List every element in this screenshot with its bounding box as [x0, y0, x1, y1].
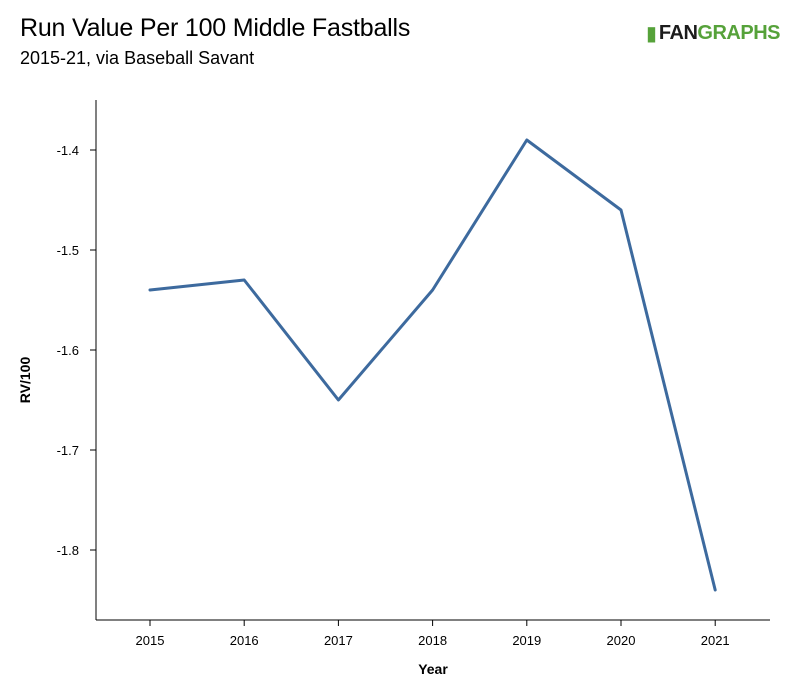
y-axis-ticks: -1.4 -1.5 -1.6 -1.7 -1.8: [57, 143, 96, 558]
logo-text-graphs: GRAPHS: [697, 21, 780, 44]
x-axis-ticks: 2015 2016 2017 2018 2019 2020 2021: [136, 620, 730, 648]
y-tick-label: -1.7: [57, 443, 79, 458]
y-tick-label: -1.4: [57, 143, 79, 158]
y-tick-label: -1.6: [57, 343, 79, 358]
logo-text-fan: FAN: [658, 21, 698, 44]
chart-title: Run Value Per 100 Middle Fastballs: [20, 14, 411, 42]
fangraphs-logo: ▮ FAN GRAPHS: [645, 20, 781, 46]
chart-subtitle: 2015-21, via Baseball Savant: [20, 48, 255, 68]
y-tick-label: -1.8: [57, 543, 79, 558]
x-tick-label: 2017: [324, 633, 353, 648]
x-tick-label: 2019: [512, 633, 541, 648]
x-tick-label: 2021: [701, 633, 730, 648]
batter-icon: ▮: [645, 22, 657, 45]
y-axis-title: RV/100: [17, 357, 33, 404]
series-line: [148, 138, 717, 592]
series-layer: [148, 138, 717, 592]
x-axis-title: Year: [418, 661, 448, 677]
x-tick-label: 2020: [607, 633, 636, 648]
x-tick-label: 2016: [230, 633, 259, 648]
chart-axes: [95, 100, 770, 621]
y-tick-label: -1.5: [57, 243, 79, 258]
x-tick-label: 2015: [136, 633, 165, 648]
x-tick-label: 2018: [418, 633, 447, 648]
